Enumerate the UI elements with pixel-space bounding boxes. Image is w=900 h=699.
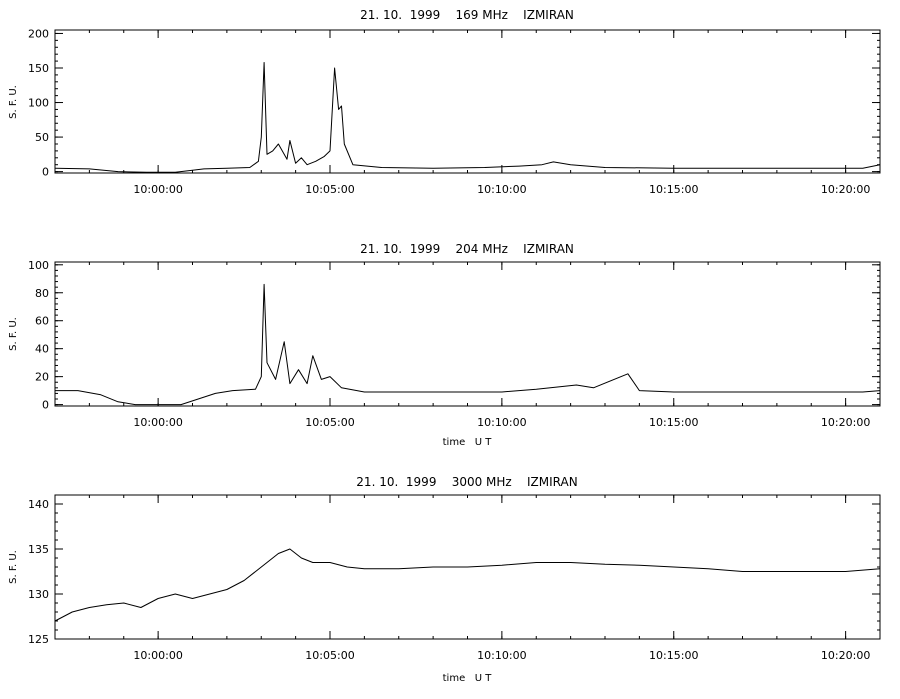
y-axis-label: S. F. U.	[8, 550, 19, 584]
plot-frame	[54, 261, 881, 407]
x-tick-label: 10:20:00	[821, 649, 870, 662]
x-axis-label: time U T	[443, 673, 493, 684]
x-axis-label: time U T	[443, 437, 493, 448]
series-layer	[55, 283, 881, 406]
plot-frame	[54, 494, 881, 640]
plot-frame	[54, 29, 881, 174]
y-tick-label: 80	[35, 287, 49, 300]
x-tick-label: 10:05:00	[305, 183, 354, 196]
y-tick-label: 60	[35, 315, 49, 328]
x-tick-label: 10:15:00	[649, 416, 698, 429]
panel-169mhz: 21. 10. 1999 169 MHz IZMIRAN S. F. U. 10…	[8, 8, 881, 196]
y-tick-label: 0	[42, 166, 49, 179]
y-tick-label: 0	[42, 399, 49, 412]
x-tick-label: 10:05:00	[305, 649, 354, 662]
y-tick-label: 140	[28, 498, 49, 511]
y-axis-label: S. F. U.	[8, 317, 19, 351]
axis-ticks: 10:00:00 10:05:00 10:10:00 10:15:00 10:20:00…	[28, 259, 881, 429]
series-line	[54, 548, 881, 622]
axis-ticks: 10:00:00 10:05:00 10:10:00 10:15:00 10:20:00…	[28, 27, 881, 196]
y-tick-label: 135	[28, 543, 49, 556]
y-tick-label: 20	[35, 371, 49, 384]
x-tick-label: 10:10:00	[477, 416, 526, 429]
x-tick-label: 10:10:00	[477, 183, 526, 196]
axis-ticks: 10:00:00 10:05:00 10:10:00 10:15:00 10:20:00…	[28, 494, 881, 662]
x-tick-label: 10:00:00	[133, 649, 182, 662]
y-tick-label: 130	[28, 588, 49, 601]
y-axis-label: S. F. U.	[8, 85, 19, 119]
y-tick-label: 100	[28, 97, 49, 110]
series-line	[54, 62, 881, 173]
x-tick-label: 10:00:00	[133, 416, 182, 429]
series-layer	[54, 62, 881, 173]
y-tick-label: 200	[28, 27, 49, 40]
panel-title: 21. 10. 1999 3000 MHz IZMIRAN	[356, 475, 577, 489]
series-layer	[54, 548, 881, 622]
x-tick-label: 10:05:00	[305, 416, 354, 429]
x-tick-label: 10:20:00	[821, 416, 870, 429]
y-tick-label: 150	[28, 62, 49, 75]
y-tick-label: 50	[35, 131, 49, 144]
series-line	[55, 283, 881, 406]
x-tick-label: 10:20:00	[821, 183, 870, 196]
x-tick-label: 10:10:00	[477, 649, 526, 662]
x-tick-label: 10:00:00	[133, 183, 182, 196]
y-tick-label: 40	[35, 343, 49, 356]
panel-204mhz: 21. 10. 1999 204 MHz IZMIRAN S. F. U. ti…	[8, 242, 881, 448]
y-tick-label: 100	[28, 259, 49, 272]
panel-title: 21. 10. 1999 169 MHz IZMIRAN	[360, 8, 574, 22]
y-tick-label: 125	[28, 633, 49, 646]
x-tick-label: 10:15:00	[649, 183, 698, 196]
panel-title: 21. 10. 1999 204 MHz IZMIRAN	[360, 242, 574, 256]
x-tick-label: 10:15:00	[649, 649, 698, 662]
panel-3000mhz: 21. 10. 1999 3000 MHz IZMIRAN S. F. U. t…	[8, 475, 881, 684]
